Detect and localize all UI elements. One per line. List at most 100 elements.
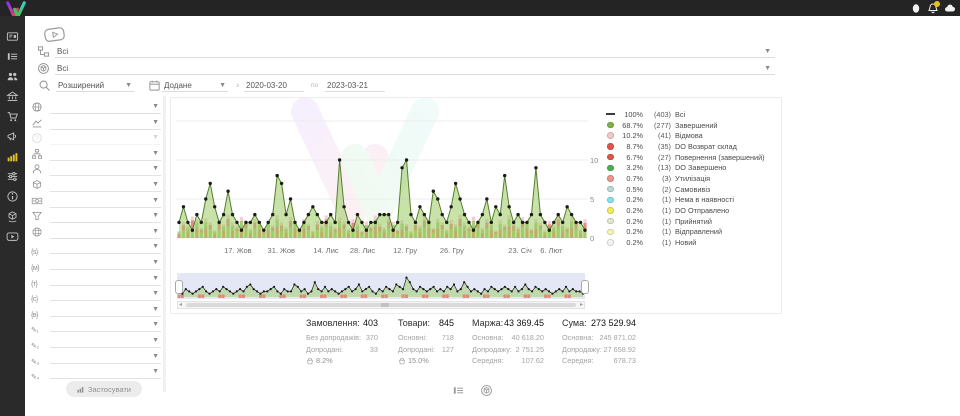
sidebar-item-dashboard[interactable]	[6, 30, 19, 43]
product-filter: ▼	[29, 178, 161, 193]
cloud-icon[interactable]	[944, 3, 956, 14]
video-help-icon[interactable]	[43, 26, 67, 44]
legend-item[interactable]: 6.7% (27) Повернення (завершений)	[606, 152, 778, 163]
scroll-right-arrow[interactable]: ▸	[579, 302, 583, 308]
search-mode-select[interactable]: Розширений ▼	[56, 78, 134, 92]
panel-scrollbar[interactable]	[163, 96, 166, 392]
notifications-bell-icon[interactable]	[927, 1, 940, 14]
payment-filter-field[interactable]: ▼	[50, 194, 161, 208]
stat-subrow: Основні: 718	[398, 333, 454, 343]
legend-item[interactable]: 0.2% (1) DO Отправлено	[606, 205, 778, 216]
date-to-label: по	[311, 82, 319, 89]
status-filter-icon	[37, 45, 50, 58]
status-filter-field[interactable]: Всі ▼	[55, 44, 775, 58]
utm-content-filter-field[interactable]: ▼	[50, 287, 161, 302]
country-filter-icon	[31, 101, 43, 113]
category-filter-field[interactable]: Всі ▼	[55, 61, 775, 75]
package-view-icon[interactable]	[480, 384, 493, 402]
apply-button[interactable]: Застосувати	[66, 381, 142, 397]
utm-term-filter-field[interactable]: ▼	[50, 272, 161, 286]
legend-text: 0.2%	[626, 216, 643, 226]
legend-text: Прийнятий	[675, 216, 712, 226]
legend-item[interactable]: 68.7% (277) Завершений	[606, 120, 778, 131]
status-filter-value: Всі	[57, 47, 69, 56]
sidebar-item-analytics[interactable]	[6, 150, 19, 163]
stat-subrow: Допродажу: 2 751.25	[472, 344, 544, 354]
user-icon[interactable]	[910, 3, 922, 14]
legend-item[interactable]: 100% (403) Всі	[606, 109, 778, 120]
legend-dot-swatch	[606, 239, 615, 246]
legend-item[interactable]: 0.2% (1) Відправлений	[606, 227, 778, 238]
sales-dynamics-filter-field[interactable]: ▼	[50, 116, 161, 130]
structure-filter: ▼	[29, 147, 161, 162]
legend-item[interactable]: 0.5% (2) Самовивіз	[606, 184, 778, 195]
x-tick-label: 26. Гру	[439, 246, 464, 255]
help-filter-field[interactable]: ▼	[50, 131, 161, 146]
legend-text: 0.2%	[626, 206, 643, 216]
legend-line-swatch	[606, 113, 615, 116]
custom-field-1-filter-field[interactable]: ▼	[50, 318, 161, 333]
legend-text: 100%	[624, 109, 643, 119]
legend-item[interactable]: 3.2% (13) DO Завершено	[606, 162, 778, 173]
chevron-down-icon: ▼	[152, 305, 159, 313]
calendar-icon	[148, 79, 161, 92]
table-view-icon[interactable]	[452, 384, 465, 402]
scrollbar-thumb[interactable]	[186, 303, 576, 307]
upsell-row: 8.2%	[306, 355, 378, 367]
sidebar-item-orders[interactable]	[6, 50, 19, 63]
legend-item[interactable]: 0.7% (3) Утилізація	[606, 173, 778, 184]
legend-item[interactable]: 8.7% (35) DO Возврат склад	[606, 141, 778, 152]
date-to-input[interactable]: 2023-03-21	[325, 78, 385, 92]
sidebar-item-settings[interactable]	[6, 170, 19, 183]
brush-left-handle[interactable]	[175, 280, 183, 294]
website-filter-field[interactable]: ▼	[50, 225, 161, 239]
sidebar-item-warehouse[interactable]	[6, 90, 19, 103]
legend-item[interactable]: 0.2% (1) Нема в наявності	[606, 195, 778, 206]
sidebar-item-purchases[interactable]	[6, 110, 19, 123]
date-from-input[interactable]: 2020-03-20	[244, 78, 304, 92]
legend-item[interactable]: 10.2% (41) Відмова	[606, 130, 778, 141]
scroll-left-arrow[interactable]: ◂	[179, 302, 183, 308]
y-tick-label: 5	[590, 195, 595, 204]
brush-chart[interactable]	[177, 273, 585, 299]
date-field-value: Додане	[164, 81, 192, 90]
stat-subrow: Основна: 40 618.20	[472, 333, 544, 343]
brush-right-handle[interactable]	[581, 280, 589, 294]
website-filter-icon	[31, 226, 43, 238]
legend-item[interactable]: 0.2% (1) Новий	[606, 237, 778, 248]
watermark-logo	[285, 97, 445, 248]
date-field-select[interactable]: Додане ▼	[162, 78, 228, 92]
chevron-down-icon: ▼	[152, 212, 159, 220]
help-filter: ? ▼	[29, 131, 161, 146]
upsell-bag-icon	[399, 357, 405, 364]
legend-item[interactable]: 0.2% (1) Прийнятий	[606, 216, 778, 227]
product-filter-field[interactable]: ▼	[50, 178, 161, 192]
website-filter: ▼	[29, 225, 161, 240]
sidebar-item-marketing[interactable]	[6, 130, 19, 143]
utm-medium-filter-field[interactable]: ▼	[50, 256, 161, 270]
utm-campaign-filter-field[interactable]: ▼	[50, 303, 161, 317]
app-logo-icon[interactable]	[5, 1, 27, 19]
date-from-label: з	[236, 82, 239, 89]
utm-source-filter-field[interactable]: ▼	[50, 240, 161, 255]
payment-filter: ▼	[29, 194, 161, 209]
custom-field-4-filter-field[interactable]: ▼	[50, 365, 161, 380]
manager-filter-field[interactable]: ▼	[50, 162, 161, 177]
x-tick-label: 31. Жов	[267, 246, 296, 255]
product-filter-icon	[37, 62, 50, 75]
main-chart[interactable]	[176, 100, 588, 260]
funnel-filter-field[interactable]: ▼	[50, 209, 161, 224]
legend-text: Новий	[675, 238, 697, 248]
legend-dot-swatch	[606, 153, 615, 161]
sidebar-item-shipping[interactable]	[6, 210, 19, 223]
custom-field-3-filter-field[interactable]: ▼	[50, 350, 161, 364]
custom-field-2-filter-icon: ✎₂	[31, 343, 39, 350]
legend-text: DO Отправлено	[675, 206, 730, 216]
sidebar-item-info[interactable]	[6, 190, 19, 203]
sidebar-item-tutorials[interactable]	[6, 230, 19, 243]
structure-filter-field[interactable]: ▼	[50, 147, 161, 161]
country-filter-field[interactable]: ▼	[50, 100, 161, 114]
custom-field-2-filter-field[interactable]: ▼	[50, 334, 161, 348]
chart-scrollbar[interactable]: ◂ ▸	[177, 301, 585, 309]
sidebar-item-customers[interactable]	[6, 70, 19, 83]
